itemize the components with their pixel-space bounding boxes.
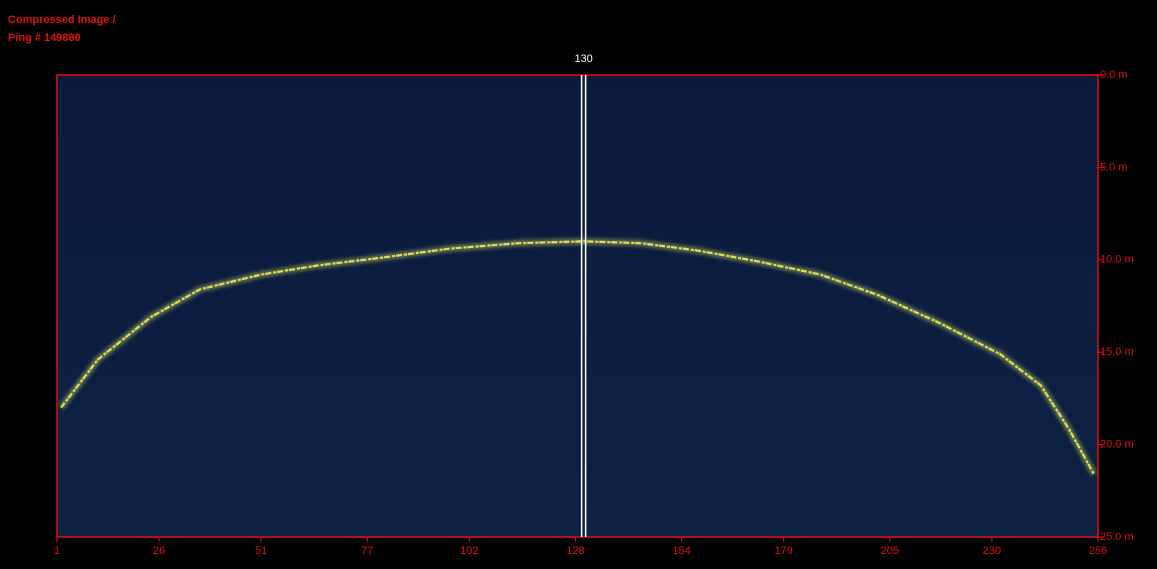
x-tick-label: 77 [361, 545, 373, 557]
x-tick-label: 26 [153, 545, 165, 557]
x-tick-label: 230 [983, 545, 1001, 557]
ping-label: Ping # 149880 [8, 32, 81, 44]
y-tick-label: 5.0 m [1100, 161, 1128, 173]
y-tick-label: 15.0 m [1100, 346, 1134, 358]
cursor-label: 130 [574, 53, 592, 65]
y-tick-label: 20.0 m [1100, 439, 1134, 451]
y-tick-label: 0.0 m [1100, 69, 1128, 81]
plot-shade [57, 75, 1098, 537]
y-tick-label: 25.0 m [1100, 531, 1134, 543]
x-tick-label: 51 [255, 545, 267, 557]
y-tick-label: 10.0 m [1100, 254, 1134, 266]
view-title: Compressed Image / [8, 14, 116, 26]
bottom-echo [60, 240, 1095, 475]
x-tick-label: 102 [460, 545, 478, 557]
x-tick-label: 128 [566, 545, 584, 557]
plot-frame [56, 74, 1099, 538]
x-tick-label: 179 [774, 545, 792, 557]
x-tick-label: 205 [881, 545, 899, 557]
x-tick-label: 1 [54, 545, 60, 557]
x-tick-label: 154 [672, 545, 690, 557]
x-tick-label: 256 [1089, 545, 1107, 557]
